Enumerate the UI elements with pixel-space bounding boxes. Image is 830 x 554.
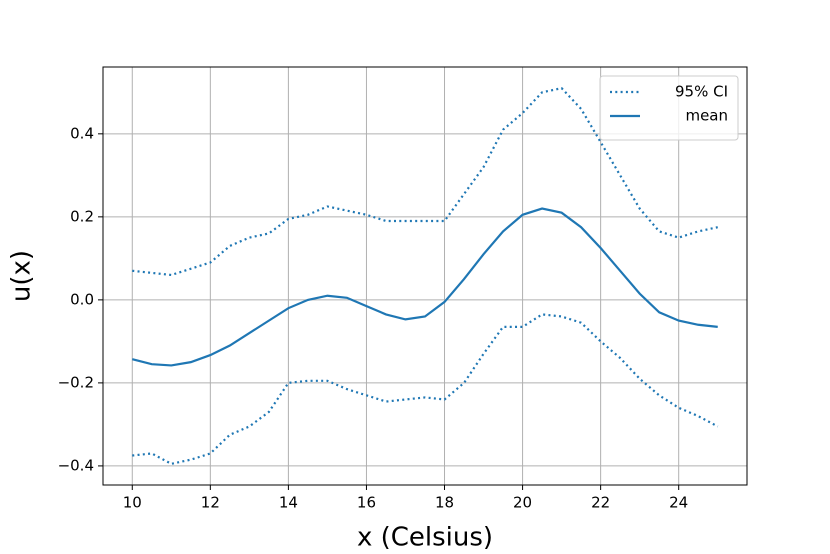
data-line [132,313,719,465]
x-tick-label: 24 [669,494,688,512]
legend-label: 95% CI [675,83,728,101]
legend-label: mean [685,107,728,125]
y-tick-label: −0.2 [58,373,94,391]
x-tick-label: 18 [435,494,454,512]
y-axis-title: u(x) [7,250,37,302]
x-tick-label: 10 [123,494,142,512]
y-tick-label: 0.0 [70,290,94,308]
x-tick-label: 14 [279,494,298,512]
x-axis-title: x (Celsius) [357,523,493,553]
x-tick-label: 20 [513,494,532,512]
legend-box [599,75,739,141]
x-tick-label: 22 [591,494,610,512]
plot-frame [102,66,748,486]
y-tick-label: −0.4 [58,456,94,474]
data-line [131,207,718,367]
legend: 95% CI mean [599,75,739,141]
y-tick-label: 0.4 [70,124,94,142]
x-tick-label: 16 [357,494,376,512]
x-tick-label: 12 [201,494,220,512]
y-tick-label: 0.2 [70,207,94,225]
